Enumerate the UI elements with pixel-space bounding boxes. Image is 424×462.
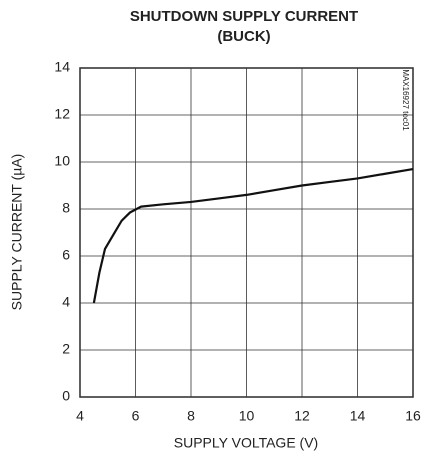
y-tick-label: 0	[62, 388, 70, 404]
annotation: MAX16927 toc01	[401, 69, 410, 131]
x-axis-label: SUPPLY VOLTAGE (V)	[174, 435, 318, 451]
x-tick-label: 10	[239, 408, 255, 424]
chart-subtitle: (BUCK)	[217, 28, 270, 45]
x-tick-label: 6	[132, 408, 140, 424]
y-axis-label: SUPPLY CURRENT (µA)	[9, 154, 25, 311]
x-tick-label: 8	[187, 408, 195, 424]
y-tick-label: 10	[54, 153, 70, 169]
y-tick-label: 4	[62, 294, 70, 310]
chart-title: SHUTDOWN SUPPLY CURRENT	[130, 8, 358, 25]
x-tick-label: 4	[76, 408, 84, 424]
y-tick-label: 6	[62, 247, 70, 263]
y-tick-label: 2	[62, 341, 70, 357]
x-tick-label: 16	[405, 408, 421, 424]
y-tick-label: 14	[54, 59, 70, 75]
x-tick-label: 12	[294, 408, 310, 424]
y-tick-label: 8	[62, 200, 70, 216]
y-tick-label: 12	[54, 106, 70, 122]
x-tick-label: 14	[350, 408, 366, 424]
data-line	[92, 167, 414, 304]
